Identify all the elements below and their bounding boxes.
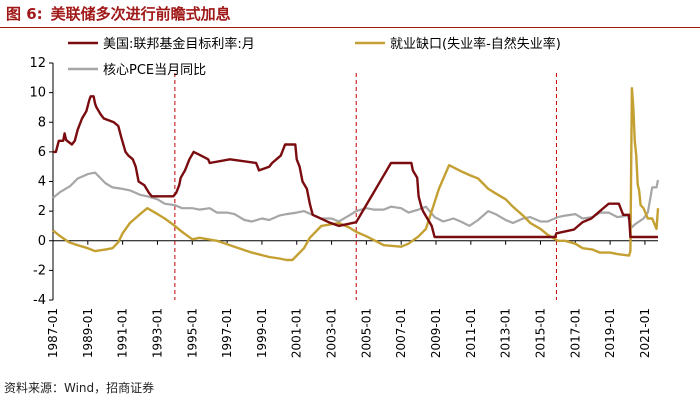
x-tick-label: 2013-01 xyxy=(499,308,513,358)
x-tick-label: 1991-01 xyxy=(116,308,130,358)
x-tick-label: 2015-01 xyxy=(533,308,547,358)
y-tick-label: -2 xyxy=(33,263,46,278)
series-line-gap xyxy=(52,87,660,262)
x-tick-label: 2021-01 xyxy=(638,308,652,358)
y-tick-label: 4 xyxy=(38,175,46,190)
x-tick-label: 2003-01 xyxy=(325,308,339,358)
y-tick-label: 0 xyxy=(38,234,46,249)
plot-area: -4 -2 0 2 4 6 8 10 12 1987-01 1989-01 1991-01 1993-0… xyxy=(29,36,660,358)
x-tick-label: 1993-01 xyxy=(150,308,164,358)
y-tick-label: 2 xyxy=(38,204,46,219)
series-line-pce xyxy=(52,171,660,229)
x-tick-label: 1995-01 xyxy=(185,308,199,358)
source-note: 资料来源：Wind，招商证券 xyxy=(4,381,155,395)
legend-label-pce: 核心PCE当月同比 xyxy=(103,63,206,78)
x-tick-label: 1997-01 xyxy=(220,308,234,358)
x-tick-label: 2017-01 xyxy=(568,308,582,358)
figure-number: 图 6: xyxy=(6,5,43,23)
legend-label-gap: 就业缺口(失业率-自然失业率) xyxy=(390,36,561,52)
legend-label-fed: 美国:联邦基金目标利率:月 xyxy=(103,36,255,52)
x-tick-label: 2009-01 xyxy=(429,308,443,358)
x-tick-label: 2011-01 xyxy=(464,308,478,358)
x-tick-label: 2005-01 xyxy=(359,308,373,358)
y-tick-label: 8 xyxy=(38,115,46,130)
y-tick-label: -4 xyxy=(33,293,46,308)
figure-title-text: 美联储多次进行前瞻式加息 xyxy=(50,5,231,23)
x-tick-label: 2007-01 xyxy=(394,308,408,358)
x-tick-label: 1999-01 xyxy=(255,308,269,358)
y-tick-label: 6 xyxy=(38,145,46,160)
x-tick-label: 2019-01 xyxy=(603,308,617,358)
series-line-fed xyxy=(53,95,658,239)
y-tick-label: 10 xyxy=(29,86,46,101)
title-rule xyxy=(0,27,700,28)
figure-title: 图 6: 美联储多次进行前瞻式加息 xyxy=(6,3,231,24)
x-tick-label: 1989-01 xyxy=(81,308,95,358)
x-tick-label: 2001-01 xyxy=(290,308,304,358)
y-tick-label: 12 xyxy=(29,56,46,71)
x-tick-label: 1987-01 xyxy=(46,308,60,358)
